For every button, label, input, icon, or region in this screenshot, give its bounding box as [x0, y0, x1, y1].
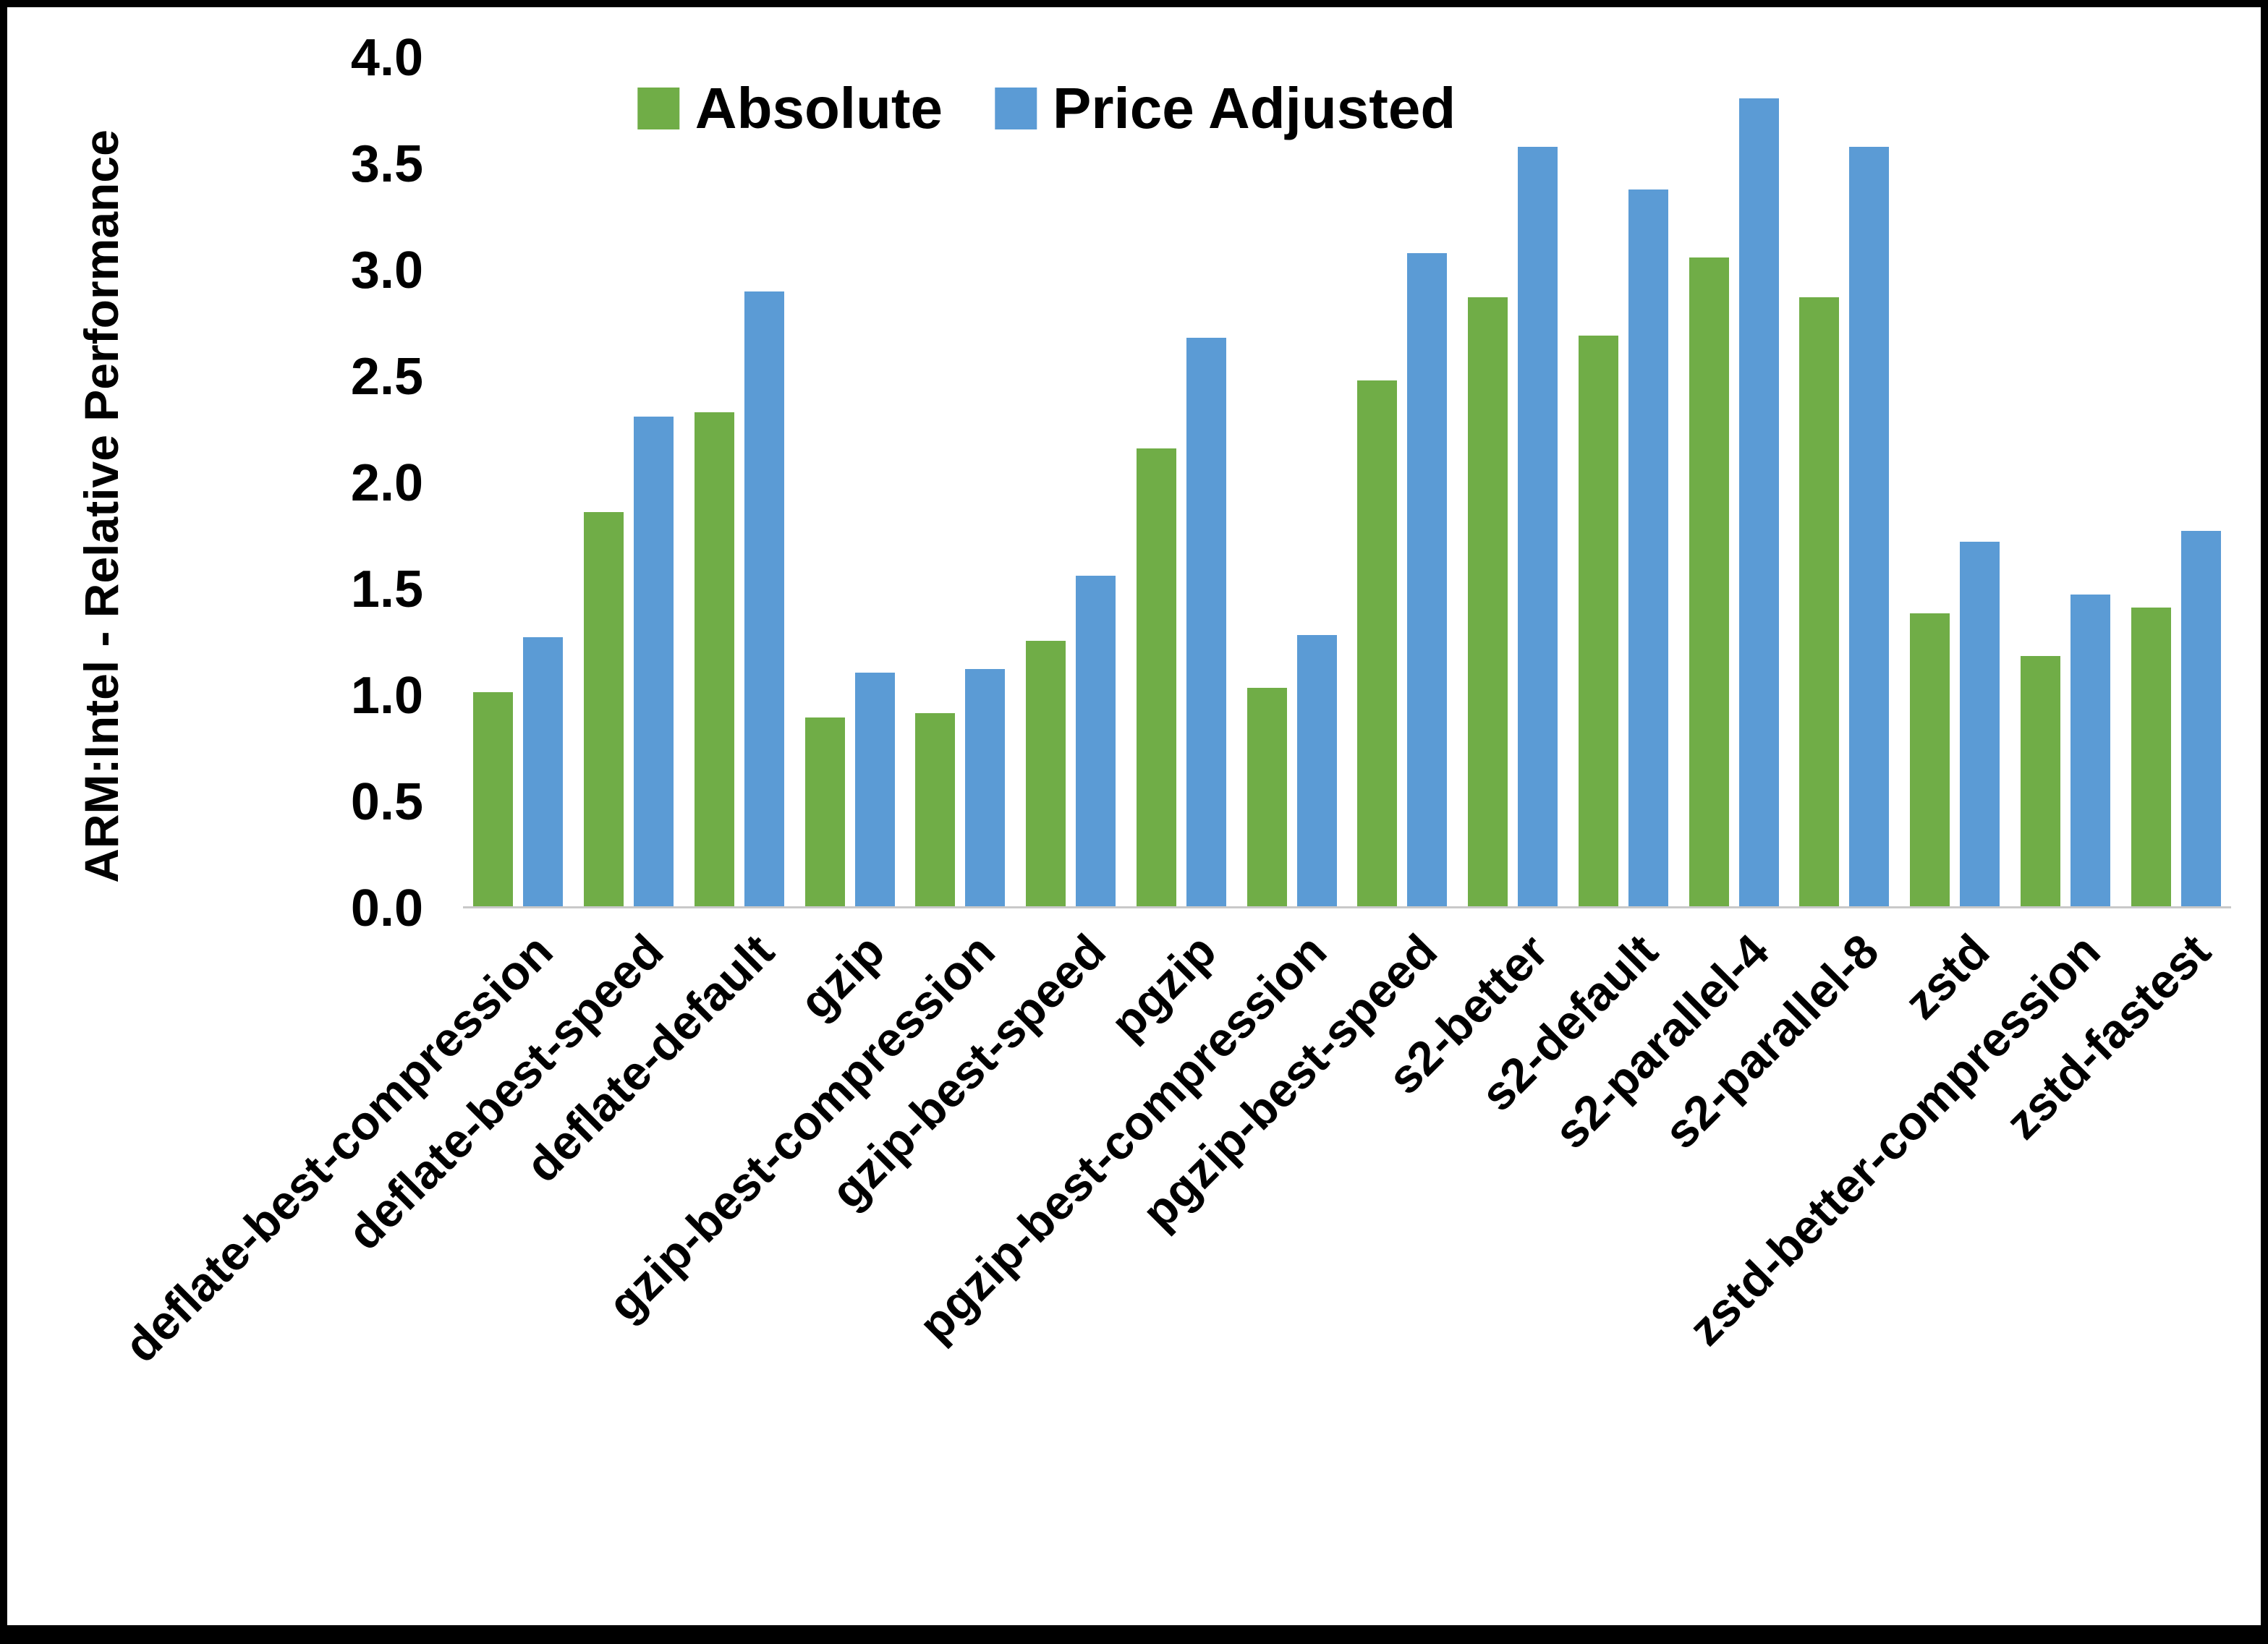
category-column — [684, 58, 795, 906]
bar-absolute — [915, 713, 956, 906]
bar-price-adjusted — [1628, 189, 1668, 906]
x-label-cell: pgzip-best-speed — [1131, 916, 1458, 1436]
legend-item-absolute: Absolute — [637, 80, 943, 137]
bar-absolute — [694, 412, 734, 906]
bar-price-adjusted — [744, 291, 784, 906]
bar-price-adjusted — [523, 636, 564, 906]
bar-absolute — [473, 691, 514, 906]
bar-absolute — [1468, 297, 1508, 906]
bar-absolute — [1026, 641, 1066, 906]
y-tick-label: 1.5 — [350, 561, 423, 618]
bar-price-adjusted — [965, 668, 1006, 906]
bar-price-adjusted — [1296, 634, 1337, 906]
category-column — [794, 58, 905, 906]
bar-absolute — [2020, 655, 2060, 906]
category-column — [1458, 58, 1568, 906]
x-axis-labels: deflate-best-compression deflate-best-spe… — [114, 916, 2231, 1436]
bar-absolute — [804, 717, 845, 906]
legend-item-price-adjusted: Price Adjusted — [995, 80, 1456, 137]
bar-price-adjusted — [1960, 541, 2000, 906]
legend: Absolute Price Adjusted — [637, 80, 1456, 137]
y-tick-label: 0.5 — [350, 773, 423, 831]
bar-absolute — [2131, 607, 2171, 906]
x-label-cell: s2-better — [1377, 916, 1568, 1436]
category-label: zstd — [1894, 924, 2000, 1029]
category-label: deflate-best-compression — [114, 924, 564, 1373]
x-label-cell: pgzip-best-compression — [909, 916, 1347, 1436]
x-label-cell: zstd — [1894, 916, 2010, 1436]
bar-price-adjusted — [634, 416, 674, 906]
x-label-cell: s2-default — [1471, 916, 1679, 1436]
bar-price-adjusted — [1186, 338, 1226, 906]
category-column — [574, 58, 684, 906]
bar-absolute — [1357, 380, 1398, 906]
bar-price-adjusted — [2180, 530, 2221, 906]
x-label-cell: deflate-best-speed — [337, 916, 684, 1436]
bar-absolute — [1246, 687, 1287, 906]
category-column — [905, 58, 1016, 906]
category-column — [1236, 58, 1347, 906]
y-tick-label: 2.5 — [350, 348, 423, 406]
y-tick-label: 3.5 — [350, 135, 423, 193]
plot-area: Absolute Price Adjusted — [463, 58, 2231, 908]
category-column — [2010, 58, 2121, 906]
category-label: gzip — [789, 924, 895, 1029]
bar-price-adjusted — [1518, 147, 1558, 906]
x-label-cell: s2-parallel-4 — [1544, 916, 1789, 1436]
y-tick-label: 2.0 — [350, 454, 423, 512]
category-column — [463, 58, 574, 906]
y-tick-label: 4.0 — [350, 29, 423, 87]
y-tick-label: 3.0 — [350, 242, 423, 299]
bar-absolute — [1799, 297, 1840, 906]
category-column — [1678, 58, 1789, 906]
legend-label: Price Adjusted — [1053, 76, 1456, 140]
legend-swatch-price-adjusted — [995, 88, 1037, 129]
y-tick-label: 1.0 — [350, 667, 423, 725]
category-column — [2120, 58, 2231, 906]
bar-absolute — [1689, 257, 1729, 906]
category-column — [1126, 58, 1237, 906]
x-label-cell: zstd-better-compression — [1678, 916, 2121, 1436]
x-label-cell: gzip-best-compression — [598, 916, 1016, 1436]
legend-label: Absolute — [695, 76, 943, 140]
category-column — [1016, 58, 1126, 906]
category-column — [1900, 58, 2010, 906]
bar-price-adjusted — [2070, 594, 2110, 906]
bar-price-adjusted — [1076, 575, 1116, 906]
x-label-cell: zstd-fastest — [1995, 916, 2231, 1436]
bar-price-adjusted — [1738, 98, 1779, 906]
category-column — [1789, 58, 1900, 906]
y-tick-label: 0.0 — [350, 880, 423, 937]
bar-absolute — [1578, 336, 1618, 906]
bar-price-adjusted — [1849, 147, 1890, 906]
bar-price-adjusted — [1407, 252, 1448, 906]
category-column — [1568, 58, 1679, 906]
y-axis-ticks: 4.0 3.5 3.0 2.5 2.0 1.5 1.0 0.5 0.0 — [7, 32, 441, 934]
bar-absolute — [584, 511, 624, 906]
category-column — [1347, 58, 1458, 906]
bar-absolute — [1136, 448, 1176, 906]
bar-absolute — [1910, 613, 1950, 906]
legend-swatch-absolute — [637, 88, 679, 129]
bar-price-adjusted — [854, 673, 895, 906]
